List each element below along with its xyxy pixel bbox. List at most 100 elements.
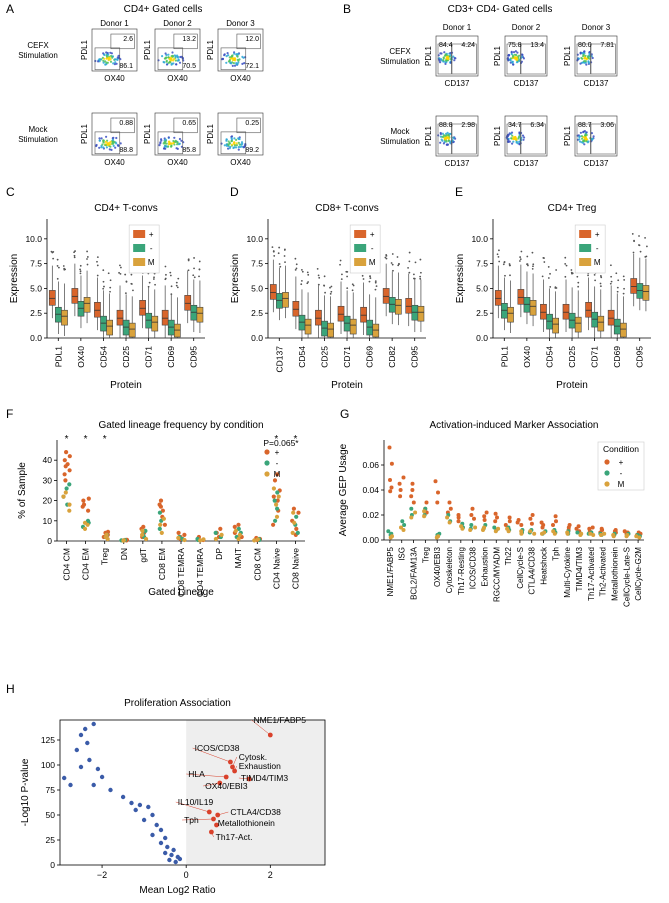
outlier: [118, 271, 120, 274]
gate-value: 0.88: [119, 120, 133, 127]
outlier: [164, 265, 167, 268]
flow-event: [235, 144, 238, 147]
x-tick-label: CellCycle-S: [516, 547, 525, 589]
outlier: [169, 274, 172, 277]
y-tick-label: 0.0: [251, 333, 263, 343]
flow-plot: 80.0 7.81 PDL1 CD137: [563, 35, 618, 88]
flow-event: [242, 56, 245, 59]
outlier: [339, 263, 341, 266]
flow-event: [109, 60, 113, 63]
flow-event: [171, 51, 174, 54]
point-+: [528, 516, 533, 521]
outlier: [152, 278, 155, 280]
outlier: [396, 256, 399, 258]
point-+: [275, 472, 280, 477]
flow-event: [228, 60, 231, 63]
outlier: [124, 292, 127, 295]
y-tick-label: 100: [41, 760, 55, 770]
outlier: [96, 274, 99, 277]
x-tick-label: CD4 TEMRA: [195, 548, 205, 597]
flow-event: [172, 59, 175, 62]
panel-letter-B: B: [343, 2, 351, 16]
flow-xlabel: OX40: [104, 74, 125, 83]
legend-label: +: [595, 230, 600, 239]
outlier: [96, 256, 99, 259]
y-tick-label: 25: [46, 835, 56, 845]
point-+: [530, 513, 535, 517]
box--: [546, 313, 553, 330]
point-significant: [232, 768, 238, 774]
flow-xlabel: OX40: [230, 158, 251, 167]
flow-event: [165, 63, 169, 66]
outlier: [615, 272, 618, 275]
y-tick-label: 2.5: [251, 308, 263, 318]
point--: [64, 486, 69, 491]
flow-event: [449, 141, 452, 144]
point-M: [255, 537, 260, 542]
flow-event: [174, 59, 177, 62]
x-tick-label: CD71: [144, 346, 154, 368]
y-tick-label: 0.02: [362, 510, 379, 520]
outlier: [193, 267, 195, 270]
outlier: [50, 250, 53, 253]
point-+: [409, 494, 414, 499]
point--: [400, 519, 405, 524]
outlier: [368, 280, 371, 283]
point-nonsignificant: [158, 840, 164, 846]
flow-event: [227, 143, 230, 147]
panel-letter-G: G: [340, 407, 349, 421]
flow-event: [111, 138, 115, 141]
outlier: [519, 258, 522, 261]
p-value-annotation: P=0.065*: [263, 438, 299, 448]
flow-event: [440, 138, 443, 141]
flow-event: [94, 59, 97, 63]
outlier: [301, 270, 304, 273]
point-nonsignificant: [150, 832, 155, 838]
outlier: [96, 260, 98, 263]
flow-event: [518, 54, 521, 57]
point-M: [252, 538, 257, 543]
flow-event: [175, 63, 178, 66]
gate-value: 12.0: [245, 36, 259, 43]
point-M: [468, 528, 473, 532]
point-+: [176, 530, 181, 536]
point-M: [291, 510, 296, 515]
outlier: [502, 263, 505, 266]
box-+: [139, 300, 146, 316]
point-M: [460, 526, 465, 531]
flow-event: [439, 141, 442, 144]
outlier: [503, 261, 506, 264]
point-label: Exhaustion: [239, 761, 281, 771]
point-nonsignificant: [61, 775, 67, 781]
flow-event: [439, 132, 442, 136]
flow-event: [510, 142, 514, 145]
point-M: [591, 533, 596, 537]
point-M: [565, 531, 570, 536]
outlier: [496, 253, 499, 256]
flow-event: [106, 61, 109, 64]
flow-event: [176, 59, 179, 62]
point-M: [67, 502, 72, 507]
point-+: [411, 500, 416, 505]
flow-event: [231, 57, 234, 60]
outlier: [147, 285, 150, 288]
flow-event: [591, 56, 594, 60]
flow-event: [584, 60, 587, 63]
legend-label: M: [594, 258, 601, 267]
gate-right: [590, 43, 616, 75]
flow-event: [511, 55, 515, 58]
outlier: [351, 289, 354, 292]
legend-label: -: [276, 459, 279, 468]
box-M: [642, 285, 650, 301]
point-significant: [267, 732, 273, 738]
flow-event: [163, 61, 166, 64]
point-+: [493, 511, 498, 516]
gate-value: 89.2: [245, 147, 259, 154]
flow-event: [182, 141, 185, 144]
outlier: [169, 271, 172, 274]
outlier: [323, 284, 325, 287]
donor-label: Donor 3: [226, 19, 255, 28]
x-tick-label: CellCycle-Late-S: [622, 547, 631, 607]
flow-event: [444, 62, 447, 65]
gate-value: 88.8: [119, 147, 133, 154]
